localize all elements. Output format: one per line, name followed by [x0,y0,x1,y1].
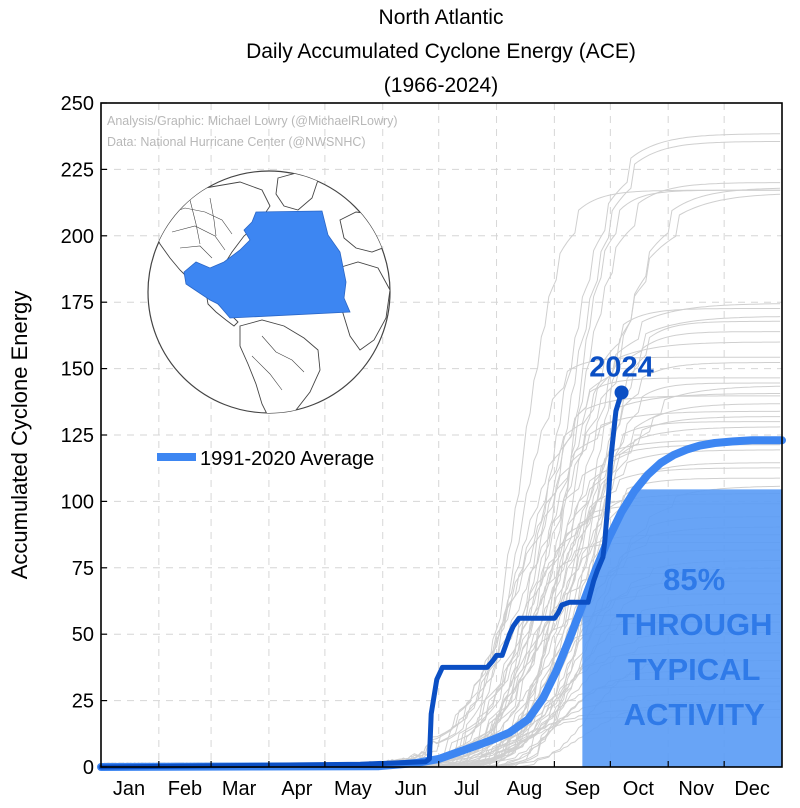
x-tick-label: Feb [168,778,202,800]
x-tick-label: Nov [678,778,714,800]
y-tick-label: 100 [61,491,94,513]
average-line-group [97,436,786,771]
y-tick-label: 175 [61,292,94,314]
overlay-text-line: THROUGH [616,607,773,642]
y-tick-label: 125 [61,425,94,447]
y-tick-label: 25 [72,691,94,713]
x-tick-label: Sep [565,778,601,800]
x-tick-label: Oct [623,778,655,800]
globe-map [147,170,391,414]
average-line [97,436,786,771]
chart-title-line-2: Daily Accumulated Cyclone Energy (ACE) [246,40,636,63]
current-season-endpoint [614,385,629,400]
current-season-line [98,390,624,770]
y-axis: 0 25 50 75 100 125 150 175 200 225 250 [61,93,107,779]
x-tick-label: Jan [113,778,145,800]
y-tick-label: 250 [61,93,94,115]
chart-title-line-3: (1966-2024) [384,74,498,97]
legend: 1991-2020 Average [157,448,374,470]
x-tick-label: Jun [395,778,427,800]
overlay-text-line: 85% [663,562,725,597]
y-tick-label: 150 [61,359,94,381]
y-tick-label: 0 [83,757,94,779]
current-season-label: 2024 [589,352,654,384]
x-tick-label: May [334,778,372,800]
credit-analysis: Analysis/Graphic: Michael Lowry (@Michae… [107,114,398,128]
y-tick-label: 225 [61,159,94,181]
typical-activity-shade-area [582,489,782,767]
overlay-text-line: TYPICAL [628,652,761,687]
x-axis: Jan Feb Mar Apr May Jun Jul Aug Sep Oct Nov Dec [113,761,770,800]
overlay-text-line: ACTIVITY [624,697,766,732]
current-season-group: 2024 [98,352,654,770]
y-axis-label: Accumulated Cyclone Energy [7,291,32,580]
north-atlantic-basin-region [183,210,351,319]
credit-data: Data: National Hurricane Center (@NWSNHC… [107,135,366,149]
x-tick-label: Dec [734,778,770,800]
y-tick-label: 200 [61,226,94,248]
y-tick-label: 75 [72,558,94,580]
x-tick-label: Mar [222,778,257,800]
x-tick-label: Apr [281,778,312,800]
overlay-text-block: 85% THROUGH TYPICAL ACTIVITY [616,562,773,732]
chart-title-line-1: North Atlantic [379,6,504,29]
typical-activity-shade [582,489,782,767]
y-tick-label: 50 [72,624,94,646]
x-tick-label: Aug [507,778,543,800]
x-tick-label: Jul [454,778,480,800]
legend-average-label: 1991-2020 Average [200,448,374,470]
